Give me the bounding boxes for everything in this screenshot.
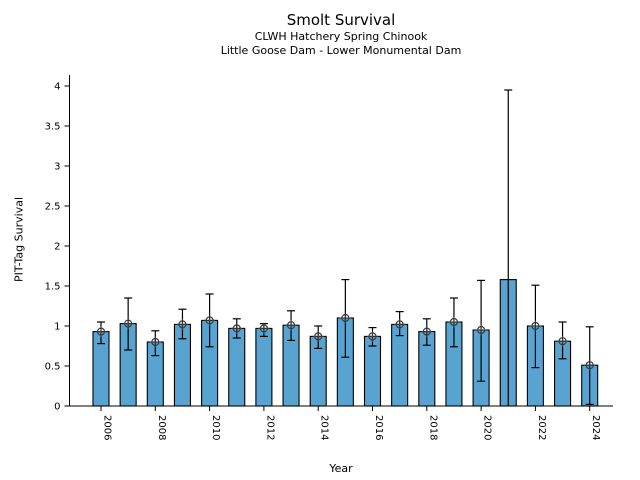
y-axis-label: PIT-Tag Survival <box>12 197 26 283</box>
y-tick-label: 1 <box>54 322 60 333</box>
x-tick-label: 2006 <box>102 415 113 440</box>
x-tick-label: 2010 <box>210 415 221 440</box>
marker-circle-2017 <box>395 320 404 329</box>
chart-title: Smolt Survival <box>286 11 396 29</box>
x-tick-label: 2008 <box>156 415 167 440</box>
x-tick-label: 2020 <box>482 415 493 440</box>
marker-circle-2015 <box>341 313 350 323</box>
marker-circle-2022 <box>531 321 540 331</box>
marker-circle-2006 <box>96 327 106 336</box>
bar-2011 <box>228 327 246 407</box>
y-tick-label: 0 <box>54 402 60 413</box>
x-axis-label: Year <box>329 462 353 475</box>
x-tick-label: 2014 <box>319 415 330 440</box>
marker-circle-2009 <box>178 320 187 329</box>
marker-circle-2020 <box>477 325 486 335</box>
marker-circle-2011 <box>232 324 241 333</box>
marker-circle-2023 <box>558 337 567 346</box>
marker-circle-2014 <box>314 332 323 341</box>
marker-circle-2024 <box>585 361 594 370</box>
y-tick-label: 0.5 <box>45 362 61 373</box>
y-tick-label: 4 <box>54 82 60 93</box>
marker-circle-2013 <box>286 321 296 330</box>
y-tick-label: 3 <box>54 162 60 173</box>
marker-circle-2018 <box>422 327 431 336</box>
x-tick-label: 2022 <box>536 415 547 440</box>
marker-circle-2012 <box>259 324 268 333</box>
y-tick-label: 2.5 <box>45 202 61 213</box>
chart-header: Smolt Survival CLWH Hatchery Spring Chin… <box>69 10 613 58</box>
marker-circle-2010 <box>205 316 214 325</box>
x-tick-label: 2024 <box>590 415 601 440</box>
marker-circle-2019 <box>449 317 459 327</box>
x-tick-label: 2016 <box>373 415 384 440</box>
x-tick-label: 2018 <box>427 415 438 440</box>
bar-2016 <box>363 335 382 407</box>
chart-subtitle-line1: CLWH Hatchery Spring Chinook <box>254 30 428 43</box>
y-tick-label: 2 <box>54 242 60 253</box>
bar-2017 <box>391 323 409 407</box>
bar-2012 <box>255 327 273 407</box>
marker-circle-2016 <box>368 332 377 341</box>
marker-circle-2008 <box>151 337 160 347</box>
chart-subtitle-line2: Little Goose Dam - Lower Monumental Dam <box>220 44 462 57</box>
x-tick-label: 2012 <box>264 415 275 440</box>
y-tick-label: 3.5 <box>45 122 61 133</box>
marker-circle-2007 <box>124 319 133 328</box>
y-tick-label: 1.5 <box>45 282 61 293</box>
